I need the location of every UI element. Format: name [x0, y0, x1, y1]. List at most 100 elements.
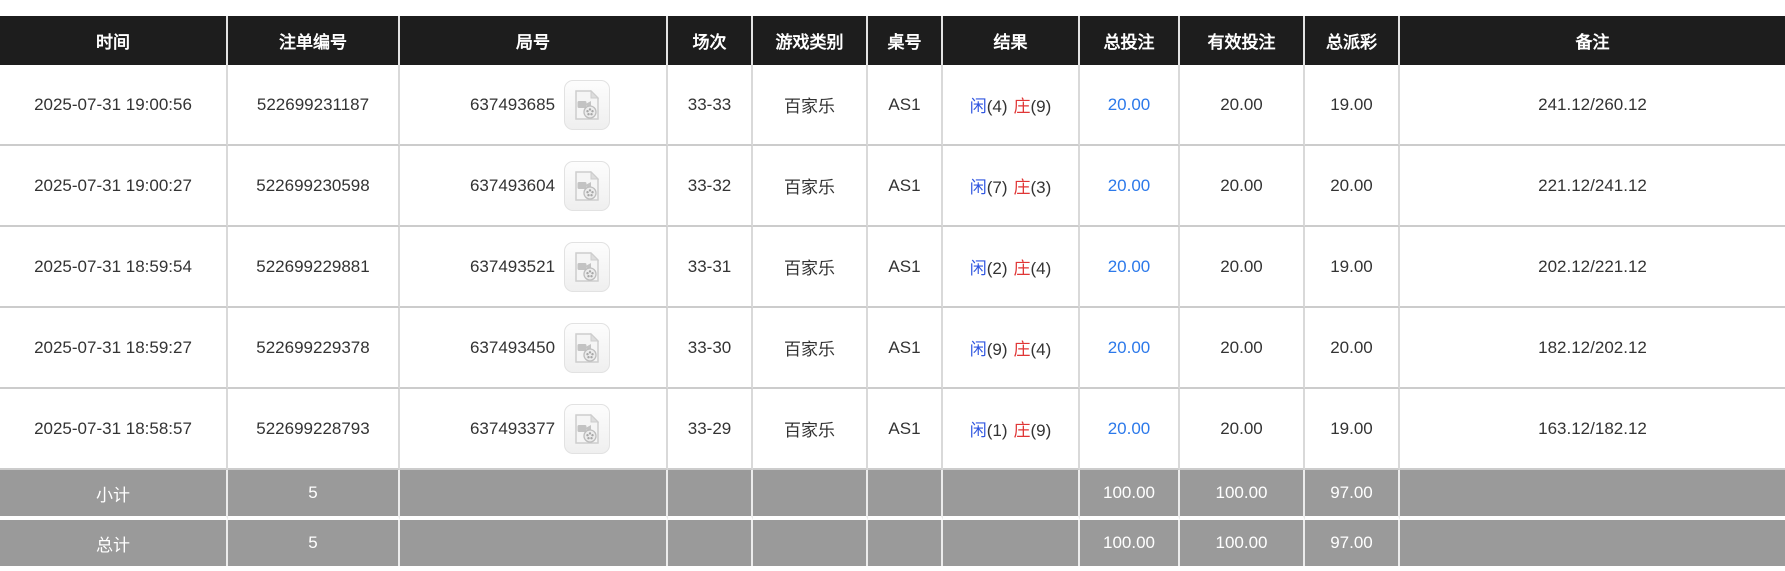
cell-total-bet: 20.00 — [1080, 227, 1180, 308]
video-file-icon — [575, 170, 600, 201]
result-banker-value: (3) — [1030, 178, 1052, 197]
table-footer: 小计 5 100.00 100.00 97.00 总计 5 1 — [0, 470, 1785, 566]
cell-session: 33-31 — [668, 227, 753, 308]
cell-game-type: 百家乐 — [753, 146, 868, 227]
table-row: 2025-07-31 18:58:57 522699228793 6374933… — [0, 389, 1785, 470]
col-header-time: 时间 — [0, 16, 228, 65]
result-banker-value: (9) — [1030, 97, 1052, 116]
cell-payout: 19.00 — [1305, 65, 1400, 146]
table-row: 2025-07-31 18:59:54 522699229881 6374935… — [0, 227, 1785, 308]
cell-result: 闲(2) 庄(4) — [943, 227, 1080, 308]
cell-total-bet: 20.00 — [1080, 146, 1180, 227]
video-file-icon — [575, 413, 600, 444]
cell-game-type: 百家乐 — [753, 308, 868, 389]
result-banker-label: 庄 — [1013, 97, 1031, 116]
cell-total-bet: 20.00 — [1080, 389, 1180, 470]
round-number: 637493377 — [469, 418, 556, 438]
video-replay-button[interactable] — [564, 322, 611, 373]
result-banker-label: 庄 — [1013, 259, 1031, 278]
cell-remark: 163.12/182.12 — [1400, 389, 1785, 470]
cell-game-type: 百家乐 — [753, 227, 868, 308]
total-row: 总计 5 100.00 100.00 97.00 — [0, 520, 1785, 566]
col-header-table-no: 桌号 — [868, 16, 943, 65]
cell-session: 33-30 — [668, 308, 753, 389]
result-player-value: (4) — [986, 97, 1008, 116]
total-bet-link[interactable]: 20.00 — [1107, 175, 1151, 195]
cell-session: 33-32 — [668, 146, 753, 227]
col-header-session: 场次 — [668, 16, 753, 65]
cell-table-no: AS1 — [868, 65, 943, 146]
col-header-game-type: 游戏类别 — [753, 16, 868, 65]
cell-bet-id: 522699229378 — [228, 308, 400, 389]
round-number: 637493604 — [469, 175, 556, 195]
cell-round: 637493377 — [400, 389, 668, 470]
cell-result: 闲(7) 庄(3) — [943, 146, 1080, 227]
cell-remark: 202.12/221.12 — [1400, 227, 1785, 308]
result-player-label: 闲 — [969, 421, 987, 440]
total-bet-link[interactable]: 20.00 — [1107, 94, 1151, 114]
video-file-icon — [575, 332, 600, 363]
result-player-label: 闲 — [969, 178, 987, 197]
total-total-bet: 100.00 — [1080, 520, 1180, 566]
cell-valid-bet: 20.00 — [1180, 146, 1305, 227]
result-banker-value: (9) — [1030, 421, 1052, 440]
subtotal-count: 5 — [228, 470, 400, 520]
table-header: 时间 注单编号 局号 场次 游戏类别 桌号 结果 总投注 有效投注 总派彩 备注 — [0, 16, 1785, 65]
cell-time: 2025-07-31 18:59:54 — [0, 227, 228, 308]
result-player-value: (7) — [986, 178, 1008, 197]
result-player-value: (1) — [986, 421, 1008, 440]
round-number: 637493685 — [469, 94, 556, 114]
cell-time: 2025-07-31 18:59:27 — [0, 308, 228, 389]
video-file-icon — [575, 251, 600, 282]
cell-payout: 19.00 — [1305, 227, 1400, 308]
bet-records-table: 时间 注单编号 局号 场次 游戏类别 桌号 结果 总投注 有效投注 总派彩 备注… — [0, 16, 1785, 566]
cell-time: 2025-07-31 19:00:27 — [0, 146, 228, 227]
subtotal-total-bet: 100.00 — [1080, 470, 1180, 520]
cell-table-no: AS1 — [868, 227, 943, 308]
result-banker-value: (4) — [1030, 340, 1052, 359]
cell-bet-id: 522699230598 — [228, 146, 400, 227]
round-number: 637493521 — [469, 256, 556, 276]
total-label: 总计 — [0, 520, 228, 566]
subtotal-valid-bet: 100.00 — [1180, 470, 1305, 520]
total-bet-link[interactable]: 20.00 — [1107, 337, 1151, 357]
cell-bet-id: 522699229881 — [228, 227, 400, 308]
cell-remark: 241.12/260.12 — [1400, 65, 1785, 146]
cell-valid-bet: 20.00 — [1180, 227, 1305, 308]
cell-valid-bet: 20.00 — [1180, 389, 1305, 470]
cell-payout: 19.00 — [1305, 389, 1400, 470]
col-header-remark: 备注 — [1400, 16, 1785, 65]
total-bet-link[interactable]: 20.00 — [1107, 418, 1151, 438]
cell-game-type: 百家乐 — [753, 65, 868, 146]
subtotal-payout: 97.00 — [1305, 470, 1400, 520]
cell-valid-bet: 20.00 — [1180, 65, 1305, 146]
video-file-icon — [575, 89, 600, 120]
result-banker-label: 庄 — [1013, 340, 1031, 359]
result-player-label: 闲 — [969, 340, 987, 359]
cell-table-no: AS1 — [868, 389, 943, 470]
cell-session: 33-33 — [668, 65, 753, 146]
col-header-valid-bet: 有效投注 — [1180, 16, 1305, 65]
cell-total-bet: 20.00 — [1080, 65, 1180, 146]
total-count: 5 — [228, 520, 400, 566]
result-banker-label: 庄 — [1013, 421, 1031, 440]
subtotal-row: 小计 5 100.00 100.00 97.00 — [0, 470, 1785, 520]
video-replay-button[interactable] — [564, 403, 611, 454]
cell-round: 637493604 — [400, 146, 668, 227]
cell-table-no: AS1 — [868, 146, 943, 227]
result-player-label: 闲 — [969, 259, 987, 278]
total-valid-bet: 100.00 — [1180, 520, 1305, 566]
video-replay-button[interactable] — [564, 79, 611, 130]
video-replay-button[interactable] — [564, 241, 611, 292]
cell-valid-bet: 20.00 — [1180, 308, 1305, 389]
cell-bet-id: 522699231187 — [228, 65, 400, 146]
header-row: 时间 注单编号 局号 场次 游戏类别 桌号 结果 总投注 有效投注 总派彩 备注 — [0, 16, 1785, 65]
video-replay-button[interactable] — [564, 160, 611, 211]
total-bet-link[interactable]: 20.00 — [1107, 256, 1151, 276]
result-banker-label: 庄 — [1013, 178, 1031, 197]
col-header-bet-id: 注单编号 — [228, 16, 400, 65]
cell-remark: 182.12/202.12 — [1400, 308, 1785, 389]
cell-payout: 20.00 — [1305, 146, 1400, 227]
cell-round: 637493521 — [400, 227, 668, 308]
